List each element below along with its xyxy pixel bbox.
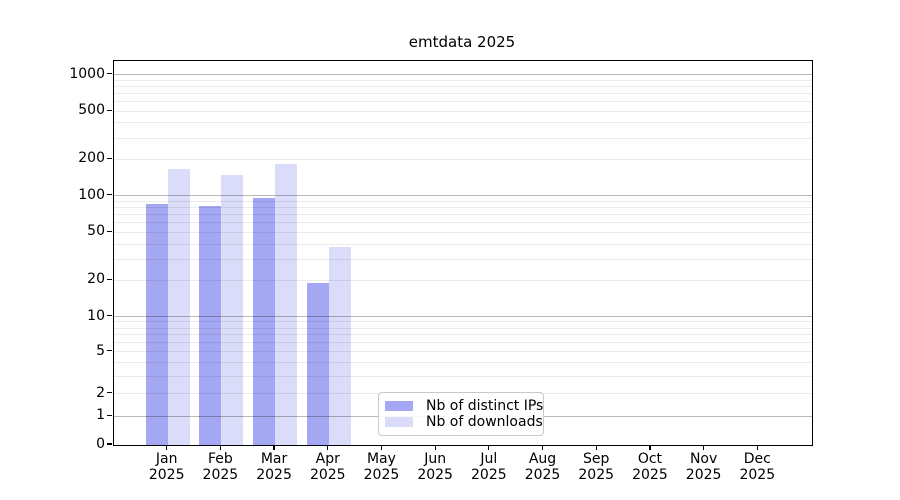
x-tick-label: Dec 2025 [739, 451, 776, 483]
x-tick-label: Jul 2025 [471, 451, 507, 483]
minor-gridline [114, 334, 812, 336]
minor-gridline [114, 137, 812, 139]
y-tick-label: 2 [96, 384, 105, 401]
bar-nb-of-downloads [275, 164, 298, 445]
chart-title: emtdata 2025 [408, 33, 516, 51]
y-tick-label: 100 [78, 186, 105, 203]
minor-gridline [114, 351, 812, 353]
minor-gridline [114, 327, 812, 329]
y-tick [107, 443, 112, 445]
y-tick-label: 50 [87, 223, 105, 240]
bar-nb-of-distinct-ips [145, 204, 168, 445]
minor-gridline [114, 79, 812, 81]
legend-swatch-downloads [385, 417, 413, 427]
minor-gridline [114, 243, 812, 245]
y-tick [107, 109, 112, 111]
minor-gridline [114, 101, 812, 103]
minor-gridline [114, 231, 812, 233]
minor-gridline [114, 258, 812, 260]
minor-gridline [114, 207, 812, 209]
major-gridline [114, 195, 812, 197]
x-tick-label: Mar 2025 [256, 451, 292, 483]
y-tick [107, 157, 112, 159]
bar-nb-of-distinct-ips [253, 198, 276, 445]
legend-label-distinct-ips: Nb of distinct IPs [426, 398, 544, 414]
legend-label-downloads: Nb of downloads [426, 414, 543, 430]
y-tick [107, 194, 112, 196]
minor-gridline [114, 86, 812, 88]
x-tick-label: May 2025 [363, 451, 400, 483]
x-tick-label: Nov 2025 [685, 451, 722, 483]
bar-nb-of-downloads [167, 168, 190, 445]
minor-gridline [114, 321, 812, 323]
y-tick [107, 414, 112, 416]
plot-area [113, 60, 813, 446]
legend-row-distinct-ips: Nb of distinct IPs [385, 398, 543, 414]
x-tick-label: Sep 2025 [578, 451, 615, 483]
major-gridline [114, 74, 812, 76]
bar-nb-of-downloads [328, 246, 351, 445]
minor-gridline [114, 122, 812, 124]
y-tick-label: 200 [78, 150, 105, 167]
minor-gridline [114, 375, 812, 377]
y-tick-label: 500 [78, 102, 105, 119]
bar-nb-of-downloads [221, 175, 244, 445]
x-tick-label: Oct 2025 [632, 451, 668, 483]
minor-gridline [114, 158, 812, 160]
legend: Nb of distinct IPs Nb of downloads [378, 392, 544, 436]
legend-row-downloads: Nb of downloads [385, 414, 543, 430]
y-tick [107, 230, 112, 232]
x-tick-label: Feb 2025 [202, 451, 239, 483]
y-tick [107, 350, 112, 352]
y-tick [107, 73, 112, 75]
y-tick-label: 0 [96, 436, 105, 452]
y-tick [107, 314, 112, 317]
y-tick-label: 1 [96, 407, 105, 424]
minor-gridline [114, 93, 812, 95]
x-tick-label: Jun 2025 [417, 451, 453, 483]
legend-swatch-distinct-ips [385, 401, 413, 411]
y-tick-label: 10 [87, 307, 105, 324]
minor-gridline [114, 279, 812, 281]
minor-gridline [114, 110, 812, 112]
y-tick-label: 1000 [69, 65, 105, 82]
minor-gridline [114, 200, 812, 202]
y-tick-label: 5 [96, 342, 105, 359]
minor-gridline [114, 214, 812, 216]
major-gridline [114, 316, 812, 318]
bar-nb-of-distinct-ips [306, 283, 329, 445]
minor-gridline [114, 342, 812, 344]
y-tick [107, 278, 112, 280]
x-tick-label: Jan 2025 [148, 451, 185, 483]
x-tick-label: Apr 2025 [309, 451, 346, 483]
minor-gridline [114, 222, 812, 224]
y-tick-label: 20 [87, 271, 105, 288]
minor-gridline [114, 362, 812, 364]
bar-nb-of-distinct-ips [199, 206, 222, 445]
x-tick-label: Aug 2025 [524, 451, 561, 483]
y-tick [107, 391, 112, 394]
